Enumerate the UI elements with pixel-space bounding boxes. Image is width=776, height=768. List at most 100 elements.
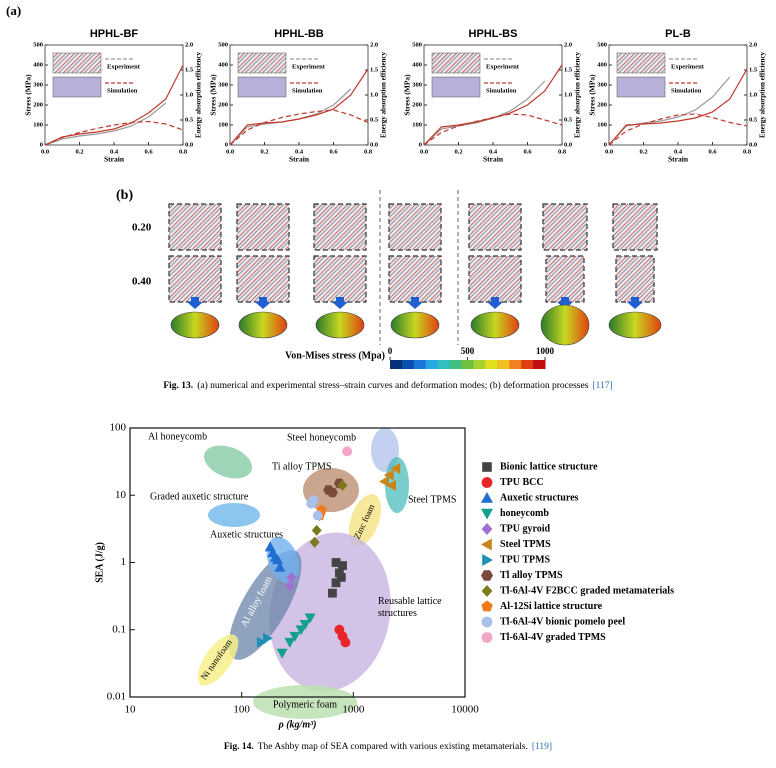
- y-axis-label: SEA (J/g): [94, 542, 105, 583]
- legend-label: Simulation: [107, 87, 138, 94]
- legend-marker: [481, 523, 493, 535]
- legend-label: Experiment: [107, 63, 141, 70]
- data-point: [256, 636, 267, 648]
- y-tick-label: 100: [412, 121, 422, 128]
- legend-marker: [482, 462, 492, 472]
- data-point: [328, 588, 337, 598]
- y-tick-label: 200: [412, 101, 422, 108]
- legend-marker: [481, 570, 493, 581]
- legend-marker: [481, 492, 493, 503]
- y2-tick-label: 0.0: [564, 141, 572, 148]
- caption-text: (a) numerical and experimental stress–st…: [197, 380, 589, 391]
- region-label-box: Reusable lattice structures: [378, 596, 442, 619]
- region: [253, 685, 357, 719]
- x-tick-label: 0.6: [523, 148, 532, 155]
- y2-tick-label: 0.5: [564, 116, 573, 123]
- y2-tick-label: 1.5: [564, 66, 573, 73]
- strain-label: 0.20: [132, 222, 152, 234]
- x-tick-label: 0.8: [364, 148, 373, 155]
- lattice-image: [313, 203, 367, 251]
- inset-image: [52, 76, 102, 98]
- x-tick-label: 0.6: [708, 148, 717, 155]
- y2-tick-label: 1.5: [185, 66, 194, 73]
- data-point: [274, 561, 286, 572]
- chart-title: HPHL-BS: [469, 28, 518, 40]
- data-point: [311, 524, 322, 536]
- legend-label: Tl-6Al-4V bionic pomelo peel: [500, 616, 625, 627]
- y-tick-label: 500: [412, 41, 422, 48]
- colorbar-tick-label: 0: [388, 346, 393, 356]
- legend-label: Experiment: [486, 63, 520, 70]
- y-axis-label: Stress (MPa): [209, 74, 218, 116]
- inset-image: [237, 76, 287, 98]
- legend-label: Al-12Si lattice structure: [500, 601, 603, 612]
- region-label: Reusable lattice structures: [378, 596, 442, 619]
- stress-field-image: [170, 311, 220, 339]
- colorbar-cell: [425, 360, 439, 369]
- y2-tick-label: 1.0: [749, 91, 757, 98]
- y-tick-label: 100: [218, 121, 228, 128]
- y-tick-label: 400: [597, 61, 607, 68]
- lattice-image: [615, 255, 655, 303]
- region: [197, 634, 239, 686]
- strain-label: 0.40: [132, 276, 152, 288]
- x-tick-label: 0.4: [674, 148, 683, 155]
- y2-tick-label: 1.0: [185, 91, 193, 98]
- chart-title: HPHL-BB: [274, 28, 324, 40]
- inset-image: [52, 52, 102, 74]
- y2-axis-label: Energy absorption efficiency: [380, 52, 388, 138]
- data-point: [304, 613, 316, 624]
- lattice-image: [236, 255, 290, 303]
- data-point: [284, 637, 296, 648]
- series-line: [229, 88, 352, 146]
- y-tick-label: 100: [597, 121, 607, 128]
- y2-axis-label: Energy absorption efficiency: [574, 52, 582, 138]
- legend-label: Experiment: [671, 63, 705, 70]
- x-tick-label: 0.8: [179, 148, 188, 155]
- caption-label: Fig. 14.: [224, 742, 254, 752]
- data-point: [340, 637, 351, 648]
- y2-tick-label: 2.0: [564, 41, 572, 48]
- colorbar-tick-label: 500: [461, 346, 475, 356]
- arrow: [407, 297, 423, 309]
- y-axis-label: Stress (MPa): [588, 74, 597, 116]
- x-tick-label: 0.4: [295, 148, 304, 155]
- y2-tick-label: 1.0: [564, 91, 572, 98]
- data-point: [272, 554, 284, 565]
- legend-label: TPU TPMS: [500, 554, 551, 565]
- data-point: [312, 510, 323, 521]
- data-point: [286, 571, 297, 583]
- y-axis-label: Stress (MPa): [403, 74, 412, 116]
- colorbar-cell: [449, 360, 463, 369]
- colorbar-cell: [509, 360, 522, 369]
- y-tick-label: 100: [110, 422, 127, 434]
- colorbar-cell: [401, 360, 415, 369]
- y-tick-label: 500: [218, 41, 228, 48]
- lattice-image: [168, 203, 222, 251]
- colorbar-cell: [473, 360, 486, 369]
- caption-text: The Ashby map of SEA compared with vario…: [258, 741, 528, 752]
- x-tick-label: 0.2: [639, 148, 647, 155]
- data-point: [326, 487, 338, 498]
- y-tick-label: 0: [40, 141, 43, 148]
- lattice-image: [388, 255, 442, 303]
- legend-label: Simulation: [486, 87, 517, 94]
- arrow: [627, 297, 643, 309]
- lattice-image: [545, 255, 585, 303]
- data-point: [276, 648, 288, 659]
- legend-label: Simulation: [292, 87, 323, 94]
- y-tick-label: 200: [597, 101, 607, 108]
- x-axis-label: Strain: [483, 155, 504, 164]
- x-tick-label: 0.0: [41, 148, 49, 155]
- legend-marker: [481, 508, 493, 520]
- y-tick-label: 200: [33, 101, 43, 108]
- y2-tick-label: 1.5: [749, 66, 758, 73]
- x-tick-label: 0.4: [489, 148, 498, 155]
- data-point: [299, 620, 311, 630]
- legend-label: Tl alloy TPMS: [500, 570, 563, 581]
- y-tick-label: 0: [419, 141, 422, 148]
- x-tick-label: 0.4: [110, 148, 119, 155]
- y-tick-label: 400: [412, 61, 422, 68]
- ashby-map: Al honeycomb Graded auxetic structure Au…: [148, 428, 456, 719]
